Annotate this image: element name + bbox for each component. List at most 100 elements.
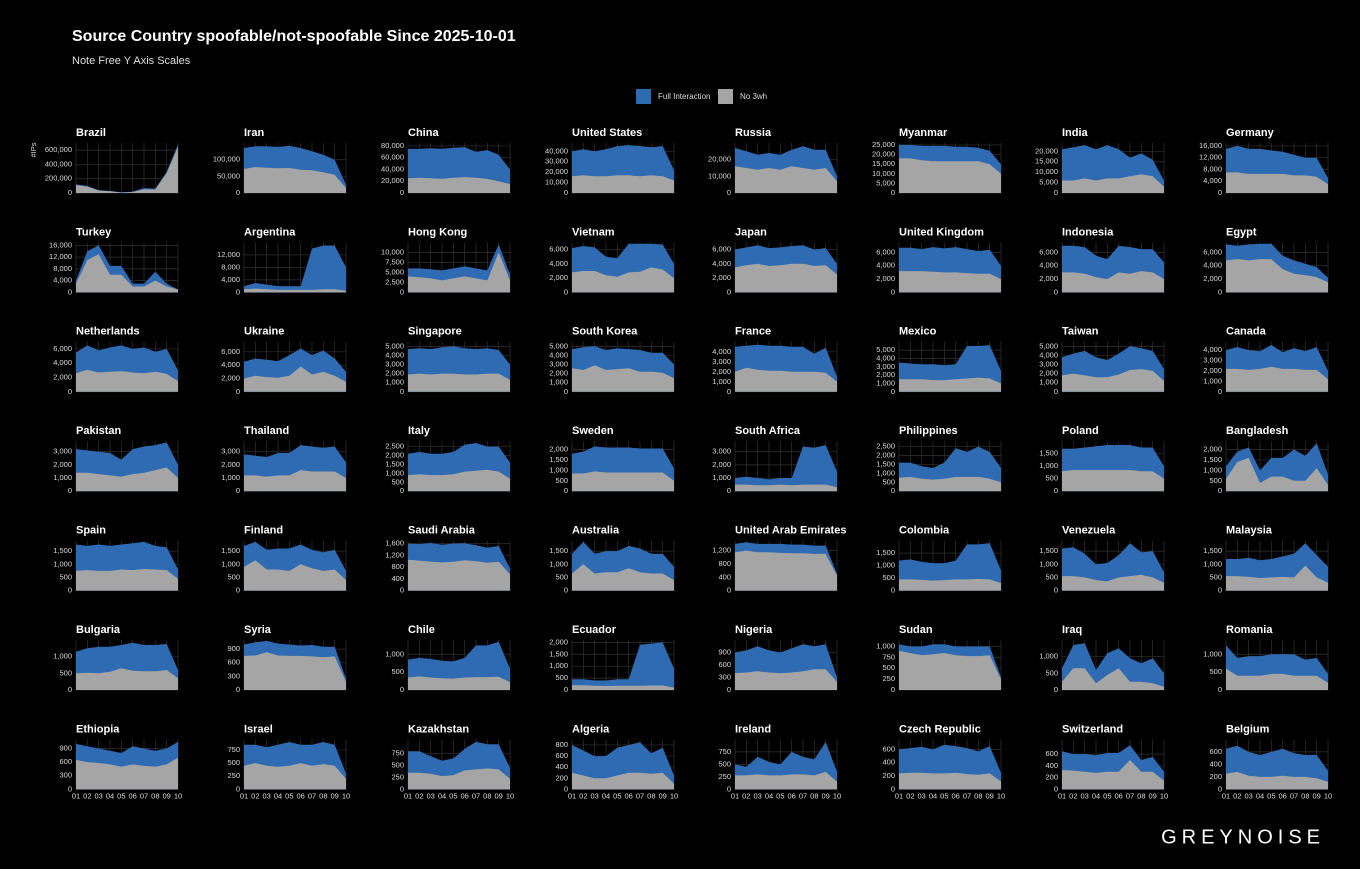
y-tick-label: 5,000 xyxy=(1039,178,1058,187)
y-tick-label: 0 xyxy=(236,188,240,197)
y-tick-label: 5,000 xyxy=(549,341,568,350)
y-tick-label: 0 xyxy=(236,586,240,595)
y-tick-label: 1,000 xyxy=(221,473,240,482)
x-tick-label: 09 xyxy=(1312,791,1320,800)
x-tick-label: 06 xyxy=(787,791,795,800)
y-tick-label: 12,000 xyxy=(217,250,240,259)
x-tick-label: 03 xyxy=(94,791,102,800)
y-tick-label: 0 xyxy=(1054,387,1058,396)
panel-title: Singapore xyxy=(408,326,462,338)
y-tick-label: 1,000 xyxy=(1039,378,1058,387)
panel-title: China xyxy=(408,127,439,139)
y-tick-label: 4,000 xyxy=(876,261,895,270)
area xyxy=(1062,271,1164,293)
x-tick-label: 04 xyxy=(1092,791,1100,800)
y-tick-label: 100,000 xyxy=(213,155,240,164)
panel-title: Saudi Arabia xyxy=(408,525,476,537)
y-tick-label: 1,000 xyxy=(385,649,404,658)
y-tick-label: 900 xyxy=(59,743,72,752)
area xyxy=(899,543,1001,591)
y-tick-label: 400 xyxy=(718,572,731,581)
y-tick-label: 1,000 xyxy=(549,661,568,670)
y-tick-label: 10,000 xyxy=(708,171,731,180)
panel-title: Sudan xyxy=(899,624,933,636)
y-tick-label: 300 xyxy=(718,672,731,681)
y-tick-label: 16,000 xyxy=(1199,141,1222,150)
area xyxy=(735,445,837,492)
area xyxy=(1226,668,1328,690)
y-tick-label: 1,000 xyxy=(221,559,240,568)
y-tick-label: 1,000 xyxy=(53,652,72,661)
panel-title: Chile xyxy=(408,624,435,636)
x-tick-label: 05 xyxy=(117,791,125,800)
area xyxy=(899,772,1001,790)
panel-title: Israel xyxy=(244,723,273,735)
panel-title: Czech Republic xyxy=(899,723,981,735)
y-tick-label: 3,000 xyxy=(385,360,404,369)
y-tick-label: 40,000 xyxy=(381,164,404,173)
y-tick-label: 6,000 xyxy=(549,245,568,254)
y-tick-label: 60,000 xyxy=(381,153,404,162)
y-tick-label: 800 xyxy=(555,740,568,749)
area xyxy=(244,763,346,790)
y-tick-label: 2,000 xyxy=(1039,274,1058,283)
x-tick-label: 09 xyxy=(1148,791,1156,800)
y-tick-label: 25,000 xyxy=(872,140,895,149)
y-tick-label: 2,000 xyxy=(53,372,72,381)
panel-title: Turkey xyxy=(76,226,112,238)
y-tick-label: 500 xyxy=(1209,572,1222,581)
area xyxy=(76,668,178,690)
y-tick-label: 2,000 xyxy=(385,450,404,459)
y-tick-label: 8,000 xyxy=(53,264,72,273)
y-tick-label: 500 xyxy=(59,668,72,677)
y-tick-label: 400 xyxy=(391,574,404,583)
panel-title: Nigeria xyxy=(735,624,773,636)
x-tick-label: 01 xyxy=(1058,791,1066,800)
y-tick-label: 0 xyxy=(564,685,568,694)
y-tick-label: 5,000 xyxy=(385,267,404,276)
y-tick-label: 0 xyxy=(400,188,404,197)
area xyxy=(899,650,1001,690)
y-tick-label: 600,000 xyxy=(45,145,72,154)
y-tick-label: 6,000 xyxy=(1203,247,1222,256)
y-tick-label: 1,500 xyxy=(53,546,72,555)
y-tick-label: 5,000 xyxy=(1039,341,1058,350)
y-tick-label: 1,500 xyxy=(385,459,404,468)
y-tick-label: 600 xyxy=(555,751,568,760)
area xyxy=(572,772,674,790)
y-tick-label: 4,000 xyxy=(1203,345,1222,354)
x-tick-label: 09 xyxy=(494,791,502,800)
y-tick-label: 750 xyxy=(227,745,240,754)
y-tick-label: 800 xyxy=(391,562,404,571)
y-tick-label: 500 xyxy=(59,572,72,581)
x-tick-label: 06 xyxy=(296,791,304,800)
y-tick-label: 6,000 xyxy=(221,347,240,356)
x-tick-label: 10 xyxy=(342,791,350,800)
area xyxy=(735,550,837,591)
y-tick-label: 2,000 xyxy=(549,445,568,454)
area xyxy=(572,471,674,492)
y-tick-label: 0 xyxy=(891,586,895,595)
legend-swatch xyxy=(636,89,651,104)
y-tick-label: 2,000 xyxy=(549,369,568,378)
panel-title: Philippines xyxy=(899,425,958,437)
y-tick-label: 4,000 xyxy=(876,353,895,362)
panel-title: Taiwan xyxy=(1062,326,1099,338)
area xyxy=(1226,172,1328,193)
panel-title: France xyxy=(735,326,771,338)
y-tick-label: 500 xyxy=(555,572,568,581)
x-tick-label: 10 xyxy=(997,791,1005,800)
panel-title: Hong Kong xyxy=(408,226,467,238)
y-tick-label: 0 xyxy=(400,387,404,396)
y-tick-label: 20,000 xyxy=(545,167,568,176)
area xyxy=(1226,259,1328,293)
area xyxy=(1062,470,1164,492)
y-tick-label: 0 xyxy=(564,784,568,793)
y-tick-label: 250 xyxy=(718,772,731,781)
area xyxy=(244,366,346,392)
y-tick-label: 0 xyxy=(564,188,568,197)
y-tick-label: 500 xyxy=(555,476,568,485)
y-tick-label: 0 xyxy=(68,685,72,694)
y-tick-label: 1,000 xyxy=(876,378,895,387)
